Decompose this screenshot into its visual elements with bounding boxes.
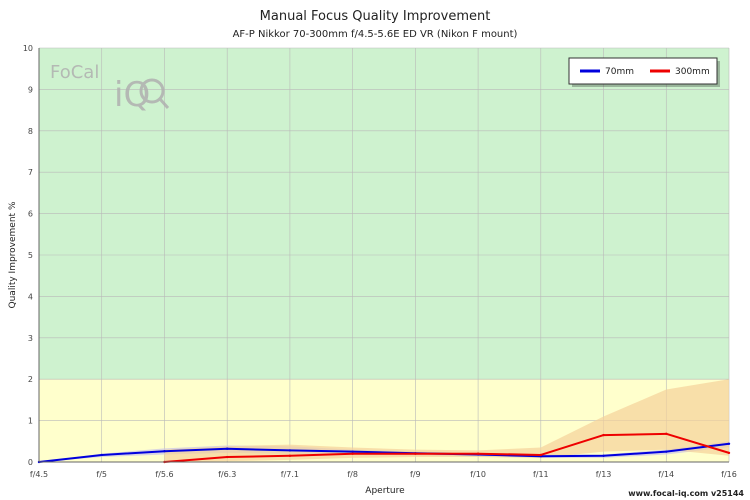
legend-label-70mm: 70mm bbox=[605, 67, 634, 77]
logo-text: FoCal bbox=[50, 62, 99, 83]
point-70mm-9 bbox=[602, 454, 605, 457]
axes: 0 1 2 3 4 5 6 7 8 9 10 f/4.5 f/5 f/5.6 f/6.3 f/7.1 f/8 f/… bbox=[23, 44, 737, 479]
point-70mm-10 bbox=[665, 450, 668, 453]
x-tick-8: f/11 bbox=[533, 470, 549, 479]
y-tick-0: 0 bbox=[28, 458, 33, 467]
x-tick-5: f/8 bbox=[347, 470, 358, 479]
y-tick-3: 3 bbox=[28, 334, 33, 343]
point-300mm-3 bbox=[225, 455, 229, 459]
y-tick-6: 6 bbox=[28, 210, 33, 219]
x-tick-10: f/14 bbox=[658, 470, 674, 479]
x-tick-3: f/6.3 bbox=[218, 470, 236, 479]
point-70mm-11 bbox=[727, 442, 731, 445]
legend-label-300mm: 300mm bbox=[675, 67, 710, 77]
magnifier-icon bbox=[139, 78, 165, 104]
point-70mm-1 bbox=[100, 453, 103, 457]
x-tick-6: f/9 bbox=[410, 470, 421, 479]
point-300mm-10 bbox=[665, 432, 668, 436]
y-tick-5: 5 bbox=[28, 251, 33, 260]
x-tick-0: f/4.5 bbox=[30, 470, 48, 479]
area-300mm bbox=[164, 379, 730, 462]
y-axis-label: Quality Improvement % bbox=[8, 201, 18, 308]
point-70mm-3 bbox=[225, 447, 229, 450]
point-300mm-4 bbox=[288, 454, 292, 457]
y-tick-8: 8 bbox=[28, 127, 33, 136]
point-70mm-2 bbox=[163, 450, 166, 453]
footer-credit: www.focal-iq.com v25144 bbox=[628, 489, 744, 498]
point-300mm-9 bbox=[602, 433, 605, 437]
point-300mm-8 bbox=[539, 453, 543, 457]
y-tick-9: 9 bbox=[28, 85, 33, 94]
point-70mm-5 bbox=[351, 450, 354, 453]
series-line-70mm bbox=[38, 442, 730, 463]
chart-title: Manual Focus Quality Improvement bbox=[260, 9, 491, 24]
y-tick-4: 4 bbox=[28, 292, 33, 301]
point-300mm-5 bbox=[351, 452, 354, 455]
chart-subtitle: AF-P Nikkor 70-300mm f/4.5-5.6E ED VR (N… bbox=[233, 29, 518, 40]
x-tick-1: f/5 bbox=[96, 470, 107, 479]
magnifier-handle bbox=[158, 98, 170, 109]
legend: 70mm 300mm bbox=[568, 57, 720, 87]
series-line-300mm bbox=[164, 432, 730, 463]
x-tick-4: f/7.1 bbox=[281, 470, 299, 479]
series-lines bbox=[37, 432, 731, 464]
watermark-logo: FoCal iQ bbox=[50, 62, 170, 115]
y-tick-1: 1 bbox=[28, 417, 33, 426]
y-tick-7: 7 bbox=[28, 168, 33, 177]
y-tick-10: 10 bbox=[23, 44, 33, 53]
x-tick-9: f/13 bbox=[596, 470, 612, 479]
x-tick-7: f/10 bbox=[470, 470, 486, 479]
x-axis-label: Aperture bbox=[365, 486, 405, 496]
point-300mm-7 bbox=[476, 452, 480, 455]
point-70mm-4 bbox=[288, 449, 292, 452]
y-tick-2: 2 bbox=[28, 375, 33, 384]
x-tick-2: f/5.6 bbox=[155, 470, 173, 479]
x-tick-11: f/16 bbox=[721, 470, 737, 479]
point-300mm-11 bbox=[727, 451, 731, 455]
point-300mm-6 bbox=[414, 452, 417, 455]
